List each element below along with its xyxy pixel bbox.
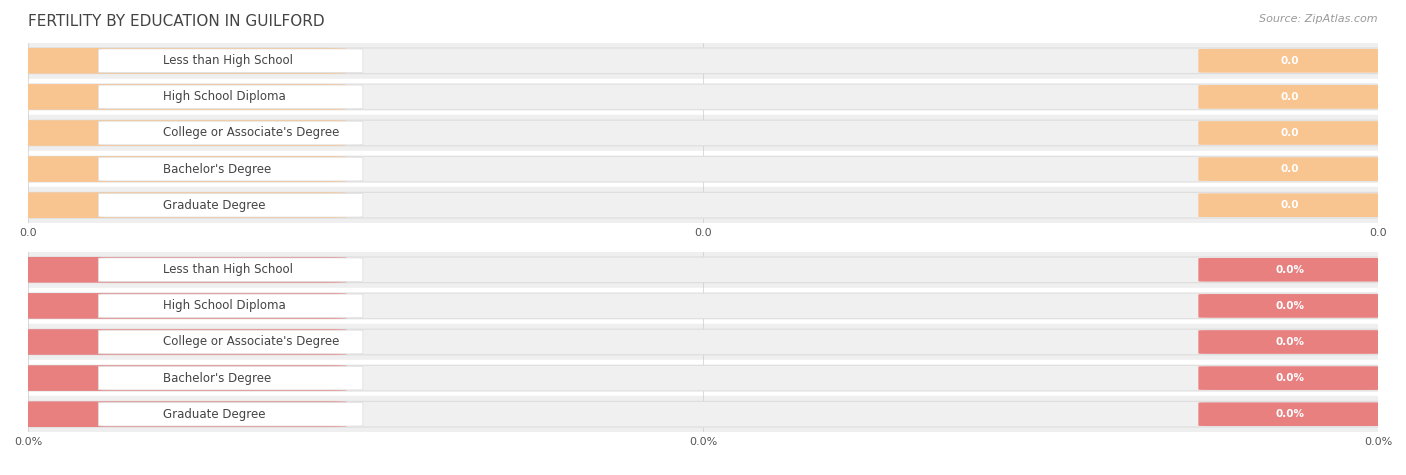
FancyBboxPatch shape [98,258,363,282]
FancyBboxPatch shape [1198,49,1382,73]
FancyBboxPatch shape [1198,330,1382,354]
Text: Source: ZipAtlas.com: Source: ZipAtlas.com [1260,14,1378,24]
FancyBboxPatch shape [1198,402,1382,426]
FancyBboxPatch shape [10,120,347,146]
FancyBboxPatch shape [10,257,347,283]
Bar [28,43,1378,79]
Text: 0.0%: 0.0% [1275,409,1305,419]
Text: 0.0: 0.0 [1281,56,1299,66]
FancyBboxPatch shape [1198,366,1382,390]
FancyBboxPatch shape [10,156,1396,182]
FancyBboxPatch shape [98,402,363,426]
FancyBboxPatch shape [98,49,363,73]
FancyBboxPatch shape [10,401,347,427]
Text: 0.0: 0.0 [1281,128,1299,138]
Text: 0.0%: 0.0% [1275,301,1305,311]
Bar [28,115,1378,151]
Bar [28,151,1378,187]
FancyBboxPatch shape [10,365,347,391]
Text: 0.0%: 0.0% [1275,373,1305,383]
Bar [28,79,1378,115]
FancyBboxPatch shape [10,293,1396,319]
FancyBboxPatch shape [10,192,1396,218]
Text: Graduate Degree: Graduate Degree [163,408,266,421]
FancyBboxPatch shape [10,192,347,218]
Text: 0.0%: 0.0% [1275,265,1305,275]
Bar [28,360,1378,396]
FancyBboxPatch shape [1198,157,1382,181]
FancyBboxPatch shape [10,401,1396,427]
Text: Graduate Degree: Graduate Degree [163,199,266,212]
FancyBboxPatch shape [98,157,363,181]
FancyBboxPatch shape [1198,85,1382,109]
Text: 0.0: 0.0 [1281,164,1299,174]
FancyBboxPatch shape [98,366,363,390]
Bar [28,396,1378,432]
Text: Less than High School: Less than High School [163,54,292,67]
FancyBboxPatch shape [10,257,1396,283]
FancyBboxPatch shape [10,329,1396,355]
FancyBboxPatch shape [10,293,347,319]
Text: 0.0: 0.0 [1281,92,1299,102]
Text: College or Associate's Degree: College or Associate's Degree [163,126,339,140]
FancyBboxPatch shape [10,48,1396,74]
Bar [28,187,1378,223]
Text: Bachelor's Degree: Bachelor's Degree [163,162,271,176]
FancyBboxPatch shape [1198,121,1382,145]
Text: 0.0%: 0.0% [1275,337,1305,347]
Bar [28,288,1378,324]
FancyBboxPatch shape [98,294,363,318]
Text: Bachelor's Degree: Bachelor's Degree [163,371,271,385]
FancyBboxPatch shape [1198,193,1382,217]
Bar [28,252,1378,288]
FancyBboxPatch shape [98,85,363,109]
FancyBboxPatch shape [98,330,363,354]
FancyBboxPatch shape [1198,294,1382,318]
FancyBboxPatch shape [10,120,1396,146]
FancyBboxPatch shape [10,48,347,74]
FancyBboxPatch shape [1198,258,1382,282]
Text: High School Diploma: High School Diploma [163,299,285,313]
FancyBboxPatch shape [10,365,1396,391]
Text: High School Diploma: High School Diploma [163,90,285,104]
Bar [28,324,1378,360]
FancyBboxPatch shape [98,121,363,145]
Text: FERTILITY BY EDUCATION IN GUILFORD: FERTILITY BY EDUCATION IN GUILFORD [28,14,325,29]
Text: Less than High School: Less than High School [163,263,292,276]
Text: College or Associate's Degree: College or Associate's Degree [163,335,339,349]
FancyBboxPatch shape [98,193,363,217]
FancyBboxPatch shape [10,329,347,355]
Text: 0.0: 0.0 [1281,200,1299,210]
FancyBboxPatch shape [10,156,347,182]
FancyBboxPatch shape [10,84,1396,110]
FancyBboxPatch shape [10,84,347,110]
